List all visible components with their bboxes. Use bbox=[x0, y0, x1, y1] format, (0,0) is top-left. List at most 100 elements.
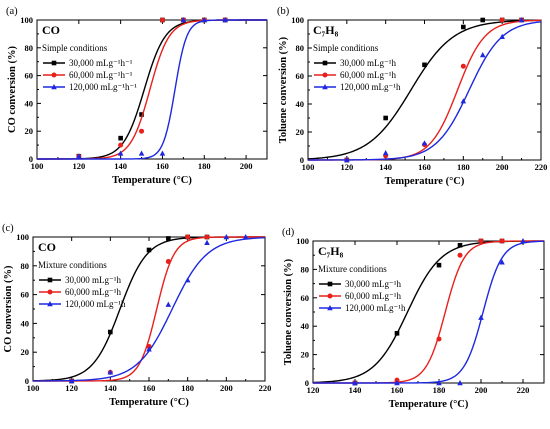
data-point-circle bbox=[460, 63, 466, 69]
x-tick-label: 200 bbox=[240, 161, 253, 171]
data-point-triangle bbox=[478, 314, 484, 320]
data-point-square bbox=[480, 17, 486, 23]
legend-label: 30,000 mLg⁻¹h bbox=[65, 275, 121, 285]
y-axis-label: CO conversion (%) bbox=[7, 46, 18, 133]
data-point-triangle bbox=[222, 17, 228, 23]
legend-marker bbox=[327, 305, 333, 311]
y-tick-label: 100 bbox=[20, 15, 33, 25]
x-tick-label: 200 bbox=[475, 385, 488, 395]
legend-label: 60,000 mLg⁻¹h⁻¹ bbox=[69, 70, 133, 80]
data-point-triangle bbox=[184, 277, 191, 283]
x-tick-label: 160 bbox=[418, 162, 431, 172]
y-tick-label: 100 bbox=[16, 232, 29, 242]
y-tick-label: 20 bbox=[296, 127, 305, 137]
legend-marker bbox=[327, 281, 333, 287]
series-curve-2 bbox=[313, 240, 545, 384]
legend-label: 120,000 mLg⁻¹h bbox=[340, 82, 401, 92]
data-point-triangle bbox=[460, 98, 467, 104]
y-tick-label: 40 bbox=[21, 318, 30, 328]
x-tick-label: 220 bbox=[517, 385, 530, 395]
data-point-triangle bbox=[107, 369, 114, 375]
legend-marker bbox=[51, 84, 57, 90]
data-point-triangle bbox=[499, 33, 505, 39]
panel-title: CO bbox=[38, 240, 56, 254]
chart-panel-c: 100 120 140 160 180 200 220 0 20 40 60 80 100 Tempera… bbox=[2, 223, 271, 408]
x-tick-label: 180 bbox=[198, 161, 211, 171]
y-tick-label: 0 bbox=[29, 154, 33, 164]
data-point-circle bbox=[185, 234, 191, 240]
x-tick-label: 180 bbox=[433, 385, 446, 395]
data-point-square bbox=[139, 112, 144, 117]
panel-label: (a) bbox=[6, 6, 18, 17]
data-point-triangle bbox=[421, 140, 428, 146]
x-tick-label: 160 bbox=[391, 385, 404, 395]
data-point-square bbox=[422, 62, 427, 68]
data-point-square bbox=[146, 247, 152, 253]
data-point-triangle bbox=[117, 150, 124, 156]
data-point-triangle bbox=[520, 238, 526, 244]
series-curve-1 bbox=[33, 236, 265, 382]
y-tick-label: 80 bbox=[296, 43, 305, 53]
data-point-triangle bbox=[201, 17, 208, 23]
y-tick-label: 0 bbox=[300, 155, 304, 165]
y-tick-label: 40 bbox=[296, 99, 305, 109]
x-tick-label: 120 bbox=[65, 383, 78, 393]
data-point-triangle bbox=[457, 380, 463, 386]
legend-marker bbox=[322, 84, 328, 90]
legend-label: 120,000 mLg⁻¹h bbox=[345, 303, 406, 313]
legend-label: 120,000 mLg⁻¹h bbox=[65, 299, 126, 309]
y-axis-label: Toluene conversion (%) bbox=[283, 258, 294, 365]
panel-title: CO bbox=[42, 23, 60, 37]
legend-condition: Simple conditions bbox=[42, 43, 108, 53]
legend-marker bbox=[51, 72, 57, 78]
chart-panel-a: 100 120 140 160 180 200 0 20 40 60 80 100 Temperatur… bbox=[6, 6, 268, 186]
y-tick-label: 0 bbox=[305, 378, 309, 388]
chart-panel-d: 120 140 160 180 200 220 0 20 40 60 80 100 Temperatur… bbox=[282, 227, 545, 410]
legend-marker bbox=[47, 301, 53, 307]
legend-condition: Mixture conditions bbox=[318, 264, 387, 274]
x-tick-label: 200 bbox=[496, 162, 509, 172]
data-point-square bbox=[461, 24, 466, 30]
data-point-triangle bbox=[499, 259, 505, 265]
y-tick-label: 100 bbox=[296, 236, 309, 246]
data-point-triangle bbox=[436, 380, 442, 386]
x-tick-label: 140 bbox=[349, 385, 362, 395]
x-tick-label: 100 bbox=[302, 162, 315, 172]
data-point-circle bbox=[165, 258, 171, 264]
panel-label: (b) bbox=[277, 6, 290, 17]
data-point-square bbox=[436, 262, 442, 268]
data-point-triangle bbox=[242, 234, 249, 240]
x-tick-label: 140 bbox=[379, 162, 392, 172]
legend-label: 60,000 mLg⁻¹h bbox=[65, 287, 121, 297]
x-tick-label: 120 bbox=[340, 162, 353, 172]
y-tick-label: 100 bbox=[291, 15, 304, 25]
x-tick-label: 220 bbox=[535, 162, 548, 172]
legend-label: 60,000 mLg⁻¹h bbox=[345, 291, 401, 301]
x-axis-label: Temperature (°C) bbox=[389, 399, 469, 410]
legend-marker bbox=[47, 277, 53, 283]
data-point-circle bbox=[499, 238, 505, 244]
data-point-circle bbox=[204, 234, 210, 240]
x-tick-label: 200 bbox=[220, 383, 233, 393]
data-point-triangle bbox=[518, 17, 525, 23]
data-point-triangle bbox=[394, 380, 400, 386]
legend-label: 30,000 mLg⁻¹h bbox=[340, 58, 396, 68]
data-point-square bbox=[166, 236, 171, 241]
panel-label: (d) bbox=[282, 227, 295, 238]
y-tick-label: 40 bbox=[25, 98, 34, 108]
y-axis-label: Toluene conversion (%) bbox=[278, 36, 289, 143]
data-point-circle bbox=[118, 142, 124, 148]
data-point-circle bbox=[478, 238, 484, 244]
data-point-triangle bbox=[204, 239, 210, 245]
y-tick-label: 20 bbox=[301, 350, 310, 360]
data-point-square bbox=[457, 242, 463, 248]
data-point-circle bbox=[139, 128, 145, 134]
y-tick-label: 60 bbox=[296, 71, 305, 81]
legend-marker bbox=[327, 293, 333, 299]
panel-title: C₇H₈ bbox=[318, 244, 344, 258]
x-axis-label: Temperature (°C) bbox=[109, 397, 189, 408]
data-point-triangle bbox=[479, 52, 486, 58]
data-point-square bbox=[383, 115, 388, 121]
data-point-square bbox=[108, 329, 113, 335]
